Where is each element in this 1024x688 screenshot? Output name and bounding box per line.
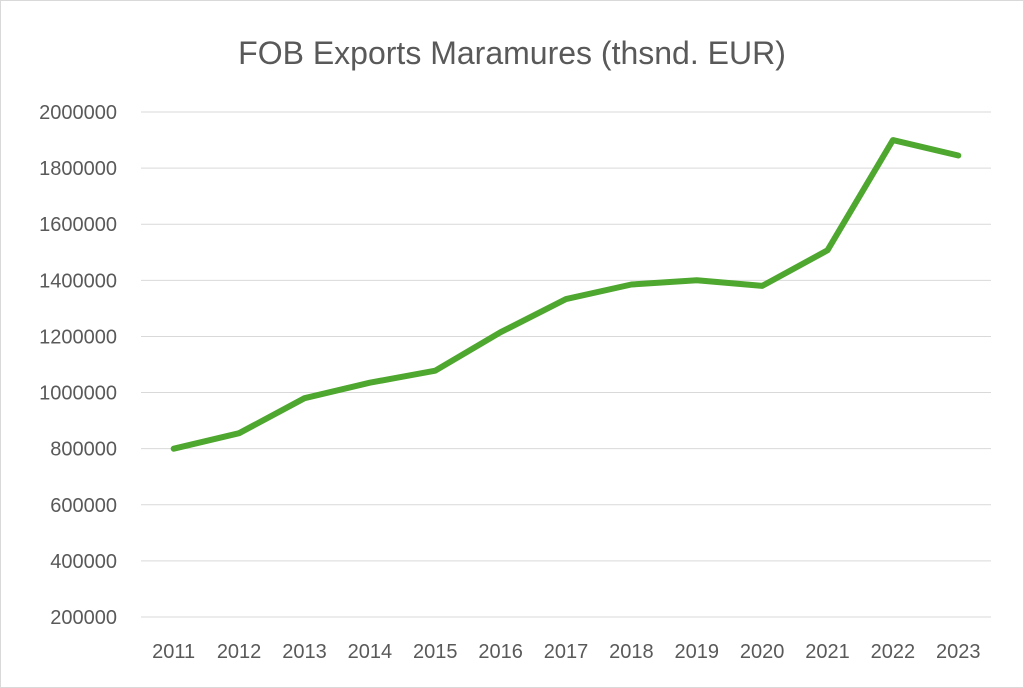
x-tick-label: 2021 [805, 641, 850, 663]
x-tick-label: 2013 [282, 641, 327, 663]
y-tick-label: 200000 [50, 607, 117, 629]
x-axis-tick-labels: 2011 2012 2013 2014 2015 2016 2017 2018 2019 2020… [152, 641, 980, 663]
gridlines [141, 111, 991, 618]
x-tick-label: 2020 [740, 641, 785, 663]
y-tick-label: 1800000 [39, 158, 117, 180]
series-line [170, 137, 962, 452]
y-tick-label: 1600000 [39, 214, 117, 236]
y-tick-label: 800000 [50, 439, 117, 461]
x-tick-label: 2011 [152, 641, 195, 663]
y-tick-label: 1200000 [39, 326, 117, 348]
x-tick-label: 2016 [478, 641, 523, 663]
x-tick-label: 2023 [936, 641, 981, 663]
series-lines [170, 137, 962, 452]
x-tick-label: 2018 [609, 641, 654, 663]
x-tick-label: 2022 [871, 641, 916, 663]
x-tick-label: 2012 [217, 641, 262, 663]
y-tick-label: 400000 [50, 551, 117, 573]
x-tick-label: 2019 [675, 641, 720, 663]
chart-title: FOB Exports Maramures (thsnd. EUR) [238, 35, 786, 71]
y-tick-label: 1000000 [39, 383, 117, 405]
x-tick-label: 2014 [348, 641, 393, 663]
y-tick-label: 600000 [50, 495, 117, 517]
y-tick-label: 2000000 [39, 102, 117, 124]
y-axis-tick-labels: 200000 400000 600000 800000 1000000 1200000 14… [39, 102, 117, 629]
y-tick-label: 1400000 [39, 270, 117, 292]
x-tick-label: 2015 [413, 641, 458, 663]
x-tick-label: 2017 [544, 641, 589, 663]
